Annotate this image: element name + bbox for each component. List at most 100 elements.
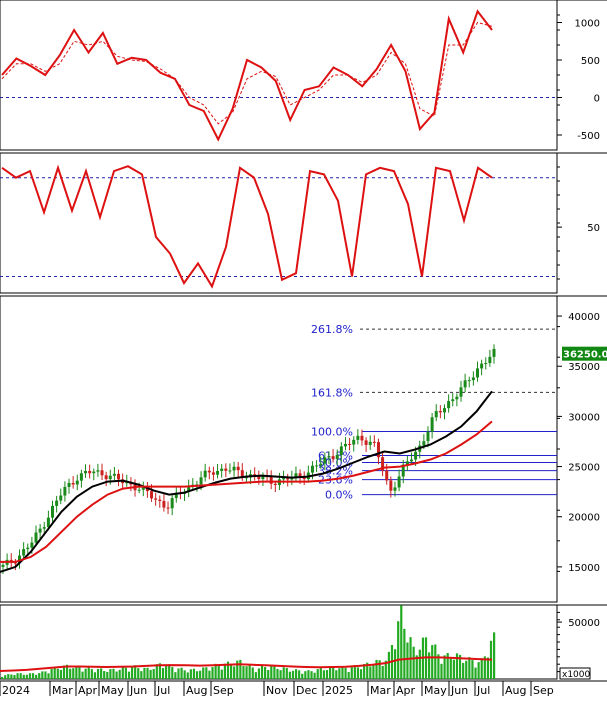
candle-body [447,401,451,409]
volume-bar [366,662,369,679]
volume-bar [387,651,390,679]
volume-bar [288,671,291,679]
momentum-line [1,164,493,289]
candle-body [67,482,71,487]
volume-bar [38,673,41,679]
volume-bar [180,667,183,679]
volume-bar [44,671,47,679]
volume-bar [149,669,152,679]
candle-body [30,542,34,548]
candle-body [71,482,75,485]
candle-body [459,387,463,397]
volume-bar [146,667,149,679]
candle-body [211,472,215,475]
candle-body [170,498,174,509]
volume-bar [341,666,344,679]
volume-bar [344,667,347,679]
candle-body [286,477,290,480]
volume-bar [25,674,28,679]
candle-body [364,440,368,445]
y-tick-label: 25000 [568,463,600,474]
volume-bar [161,668,165,679]
volume-bar [245,666,248,679]
volume-bar [267,670,270,679]
volume-bar [31,673,35,679]
candle-body [455,396,459,400]
volume-bar [260,665,264,679]
volume-bar [307,670,310,679]
volume-bar [381,665,384,679]
candle-body [475,368,479,378]
candle-body [269,476,273,484]
candle-body [46,517,50,528]
volume-bar [137,668,140,679]
fib-level-label: 0.0% [325,489,353,502]
candle-body [331,456,335,459]
volume-bar [143,667,146,679]
volume-bar [378,660,381,679]
price-panel: 261.8%161.8%100.0%61.8%50.0%38.2%23.6%0.… [0,323,607,574]
candle-body [381,457,385,471]
volume-bar [474,667,477,679]
volume-bar [205,667,208,679]
candle-body [385,470,389,481]
volume-bar [458,654,462,679]
volume-bar [242,666,245,679]
volume-bar [226,661,230,679]
candle-body [339,446,343,456]
y-tick-label: 30000 [568,412,600,423]
volume-bar [412,646,415,679]
volume-bar [223,663,226,679]
oscillator-line [1,9,493,142]
candle-body [393,487,397,491]
candle-body [310,465,314,473]
y-tick-label: 20000 [568,513,600,524]
x-tick-label: Apr [78,684,98,696]
x-tick-label: Mar [370,684,391,696]
candle-body [471,377,475,381]
fib-level-label: 100.0% [311,425,353,438]
volume-bar [428,652,431,679]
candle-body [108,475,112,480]
volume-bar [415,655,418,679]
candle-body [42,527,46,529]
volume-bar [202,667,205,679]
volume-bar [431,645,434,679]
volume-bar [322,670,326,679]
volume-bar [486,657,490,679]
candle-body [154,498,158,500]
volume-bar [192,668,196,679]
volume-bar [84,668,87,679]
candle-body [174,492,178,499]
x-tick-label: May [424,684,447,696]
x-tick-label: Aug [186,684,207,696]
y-tick-label: 1000 [575,19,600,30]
candle-body [88,470,92,474]
volume-bar [279,670,282,679]
volume-bar [347,672,350,679]
volume-bar [372,665,375,679]
candle-body [26,547,30,550]
volume-bar [59,669,62,679]
volume-bar [53,666,56,679]
volume-bar [158,663,162,679]
candle-body [13,562,17,564]
candle-body [59,495,63,501]
candle-body [434,411,438,418]
volume-bar [78,667,81,679]
volume-bar [254,672,257,679]
x-tick-label: Nov [266,684,288,696]
volume-bar [28,673,32,679]
volume-bar [449,658,452,679]
volume-bar [56,668,59,679]
volume-bar [350,667,353,679]
y-tick-label: 50000 [568,618,600,629]
volume-bar [155,664,158,679]
volume-bar [174,672,177,679]
x-tick-label: Jun [129,684,147,696]
candle-body [323,457,327,464]
moving-average-short-line [0,390,493,573]
candle-body [360,435,364,441]
volume-bar [298,670,301,679]
